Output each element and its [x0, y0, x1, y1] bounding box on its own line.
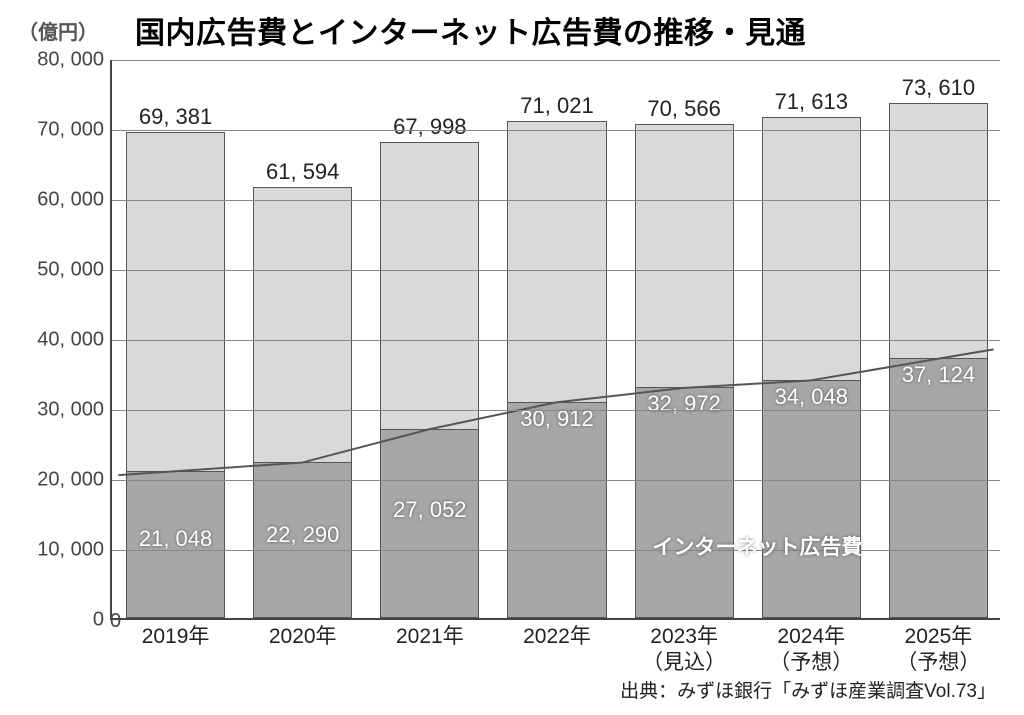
- y-tick-label: 50, 000: [22, 259, 112, 282]
- x-tick-label: 2019年: [142, 618, 210, 650]
- bar-group: 67, 99827, 0522021年: [380, 142, 479, 618]
- y-tick-label: 40, 000: [22, 329, 112, 352]
- plot-area: 69, 38121, 0482019年 61, 59422, 2902020年 67…: [110, 60, 1000, 620]
- bar-group: 73, 61037, 1242025年（予想）: [889, 103, 988, 618]
- series-label-internet: インターネット広告費: [652, 531, 862, 561]
- grid-line: [112, 60, 1000, 61]
- x-tick-label: 2024年（予想）: [769, 618, 853, 677]
- bar-segment-other: [253, 187, 352, 462]
- y-tick-label: 10, 000: [22, 539, 112, 562]
- y-axis-unit: （億円）: [18, 16, 98, 45]
- bar-segment-other: [126, 132, 225, 470]
- bar-segment-other: [380, 142, 479, 429]
- bar-internet-label: 37, 124: [902, 362, 975, 388]
- grid-line: [112, 270, 1000, 271]
- bar-total-label: 71, 021: [520, 93, 593, 119]
- bar-internet-label: 21, 048: [139, 526, 212, 552]
- bar-total-label: 70, 566: [647, 96, 720, 122]
- x-tick-label: 2022年: [523, 618, 591, 650]
- bar-internet-label: 22, 290: [266, 522, 339, 548]
- zero-marker: 0: [110, 610, 121, 633]
- bar-internet-label: 32, 972: [647, 391, 720, 417]
- bar-total-label: 67, 998: [393, 114, 466, 140]
- x-tick-label: 2025年（予想）: [896, 618, 980, 677]
- grid-line: [112, 200, 1000, 201]
- y-tick-label: 80, 000: [22, 49, 112, 72]
- chart-container: （億円） 国内広告費とインターネット広告費の推移・見通 69, 38121, 0…: [10, 10, 1014, 705]
- grid-line: [112, 130, 1000, 131]
- bar-group: 61, 59422, 2902020年: [253, 187, 352, 618]
- x-tick-label: 2023年（見込）: [642, 618, 726, 677]
- grid-line: [112, 480, 1000, 481]
- bar-segment-internet: [507, 402, 606, 618]
- bar-segment-internet: [635, 387, 734, 618]
- bar-internet-label: 34, 048: [775, 384, 848, 410]
- bar-group: 69, 38121, 0482019年: [126, 132, 225, 618]
- y-tick-label: 20, 000: [22, 469, 112, 492]
- bar-segment-internet: [889, 358, 988, 618]
- bar-group: 71, 02130, 9122022年: [507, 121, 606, 618]
- bar-segment-other: [889, 103, 988, 358]
- bar-total-label: 71, 613: [775, 89, 848, 115]
- bar-segment-other: [635, 124, 734, 387]
- grid-line: [112, 550, 1000, 551]
- bar-total-label: 73, 610: [902, 75, 975, 101]
- y-tick-label: 0: [22, 609, 112, 632]
- grid-line: [112, 340, 1000, 341]
- y-tick-label: 60, 000: [22, 189, 112, 212]
- x-tick-label: 2021年: [396, 618, 464, 650]
- chart-source: 出典：みずほ銀行「みずほ産業調査Vol.73」: [620, 676, 996, 703]
- bar-total-label: 69, 381: [139, 104, 212, 130]
- y-tick-label: 70, 000: [22, 119, 112, 142]
- bar-total-label: 61, 594: [266, 159, 339, 185]
- bar-segment-internet: [762, 380, 861, 618]
- chart-title: 国内広告費とインターネット広告費の推移・見通: [135, 8, 806, 52]
- bar-segment-other: [507, 121, 606, 402]
- bars-layer: 69, 38121, 0482019年 61, 59422, 2902020年 67…: [112, 60, 1000, 618]
- bar-internet-label: 27, 052: [393, 497, 466, 523]
- y-tick-label: 30, 000: [22, 399, 112, 422]
- grid-line: [112, 410, 1000, 411]
- x-tick-label: 2020年: [269, 618, 337, 650]
